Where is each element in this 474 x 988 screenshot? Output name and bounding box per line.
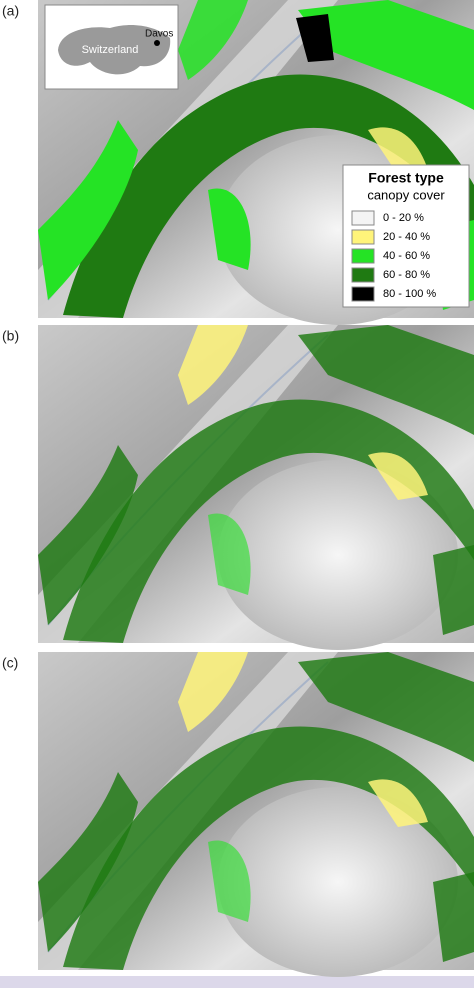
site-marker bbox=[154, 40, 160, 46]
legend-label: 0 - 20 % bbox=[383, 212, 424, 224]
forest-area bbox=[38, 120, 138, 300]
forest-area bbox=[298, 652, 474, 762]
legend-label: 80 - 100 % bbox=[383, 288, 436, 300]
mountain bbox=[218, 460, 458, 650]
forest-area bbox=[63, 74, 474, 318]
panel-label: (a) bbox=[2, 3, 19, 19]
forest-area bbox=[208, 188, 251, 270]
legend-swatch bbox=[351, 229, 375, 245]
forest-area bbox=[368, 127, 428, 175]
forest-area bbox=[433, 872, 474, 962]
legend-label: 20 - 40 % bbox=[383, 231, 430, 243]
panel-label: (b) bbox=[2, 328, 19, 344]
legend-subtitle: canopy cover bbox=[367, 187, 445, 202]
forest-area bbox=[63, 726, 474, 970]
site-label: Davos bbox=[145, 29, 173, 40]
country-label: Switzerland bbox=[82, 44, 139, 56]
legend-swatch bbox=[351, 286, 375, 302]
forest-area bbox=[208, 840, 251, 922]
forest-area bbox=[368, 779, 428, 827]
mountain bbox=[218, 787, 458, 977]
legend-label: 60 - 80 % bbox=[383, 269, 430, 281]
forest-area bbox=[208, 513, 251, 595]
forest-area bbox=[178, 325, 248, 405]
forest-area bbox=[38, 445, 138, 625]
legend-swatch bbox=[351, 210, 375, 226]
legend-title: Forest type bbox=[368, 170, 444, 186]
bottom-strip bbox=[0, 976, 474, 988]
map-panel bbox=[38, 325, 474, 650]
forest-area bbox=[63, 399, 474, 643]
forest-area bbox=[298, 0, 474, 110]
forest-area bbox=[178, 652, 248, 732]
forest-area bbox=[38, 772, 138, 952]
forest-area bbox=[178, 0, 248, 80]
legend-label: 40 - 60 % bbox=[383, 250, 430, 262]
inset-map: Davos Switzerland bbox=[44, 4, 179, 90]
forest-area bbox=[368, 452, 428, 500]
legend-swatch bbox=[351, 267, 375, 283]
legend-swatch bbox=[351, 248, 375, 264]
forest-area bbox=[298, 325, 474, 435]
map-panel bbox=[38, 652, 474, 977]
panel-label: (c) bbox=[2, 655, 18, 671]
forest-area bbox=[433, 545, 474, 635]
country-shape bbox=[58, 25, 171, 75]
forest-area bbox=[296, 14, 334, 62]
